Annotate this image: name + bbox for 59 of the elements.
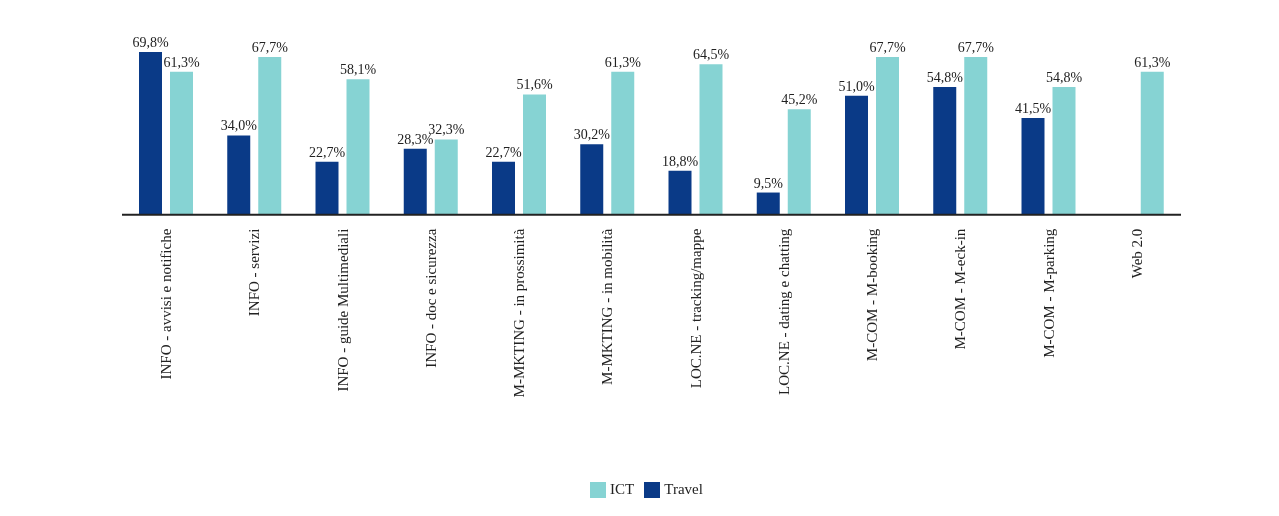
x-tick-label: INFO - guide Multimediali — [334, 228, 351, 392]
x-tick-label: INFO - avvisi e notifiche — [158, 228, 175, 380]
data-label: 32,3% — [428, 122, 465, 138]
data-label: 54,8% — [1045, 69, 1083, 85]
bar — [933, 86, 957, 215]
bar — [403, 148, 427, 215]
data-label: 41,5% — [1014, 100, 1052, 116]
x-tick-label: M-MKTING - in prossimità — [511, 228, 528, 398]
data-label: 18,8% — [661, 153, 699, 169]
bar — [1052, 86, 1076, 215]
data-label: 61,3% — [1134, 54, 1171, 70]
bar — [668, 170, 692, 215]
data-label: 61,3% — [604, 54, 642, 70]
legend-label: ICT — [610, 480, 635, 497]
data-label: 22,7% — [485, 144, 522, 160]
data-label: 9,5% — [753, 175, 784, 191]
bar — [227, 135, 251, 215]
data-label: 61,3% — [163, 54, 200, 70]
bar — [699, 64, 723, 215]
x-tick-label: INFO - doc e sicurezza — [422, 228, 439, 368]
bar — [523, 94, 546, 215]
bar — [315, 161, 339, 215]
bar — [1021, 117, 1045, 215]
x-tick-label: M-MKTING - in mobilità — [599, 228, 616, 385]
data-label: 30,2% — [573, 127, 611, 143]
bar — [170, 71, 193, 215]
bar — [876, 56, 899, 215]
bar — [1140, 71, 1164, 215]
data-label: 22,7% — [308, 144, 346, 160]
x-tick-label: M-COM - M-eck-in — [952, 228, 969, 350]
bar — [845, 95, 868, 215]
bar — [787, 109, 811, 215]
data-label: 69,8% — [132, 35, 169, 50]
data-label: 67,7% — [251, 39, 289, 55]
data-label: 34,0% — [220, 118, 258, 134]
data-label: 58,1% — [339, 62, 377, 78]
x-tick-label: INFO - servizi — [246, 228, 263, 317]
bar — [258, 56, 282, 215]
bar — [346, 79, 370, 215]
legend-label: Travel — [664, 480, 703, 497]
x-tick-label: M-COM - M-booking — [864, 228, 881, 362]
data-label: 54,8% — [926, 69, 964, 85]
bar — [492, 161, 515, 215]
data-label: 67,7% — [869, 39, 906, 55]
bar — [434, 139, 458, 215]
data-label: 45,2% — [781, 92, 818, 108]
bar — [964, 56, 988, 215]
bar — [580, 144, 604, 215]
bar — [139, 52, 162, 215]
data-label: 64,5% — [692, 47, 730, 63]
x-tick-label: LOC.NE - dating e chatting — [775, 228, 792, 395]
x-tick-label: Web 2.0 — [1128, 228, 1145, 279]
data-label: 51,0% — [838, 78, 875, 94]
x-tick-label: LOC.NE - tracking/mappe — [687, 228, 704, 389]
bar — [611, 71, 635, 215]
data-label: 51,6% — [516, 77, 553, 93]
data-label: 67,7% — [957, 39, 995, 55]
x-tick-label: M-COM - M-parking — [1040, 228, 1057, 358]
bar — [756, 192, 780, 215]
